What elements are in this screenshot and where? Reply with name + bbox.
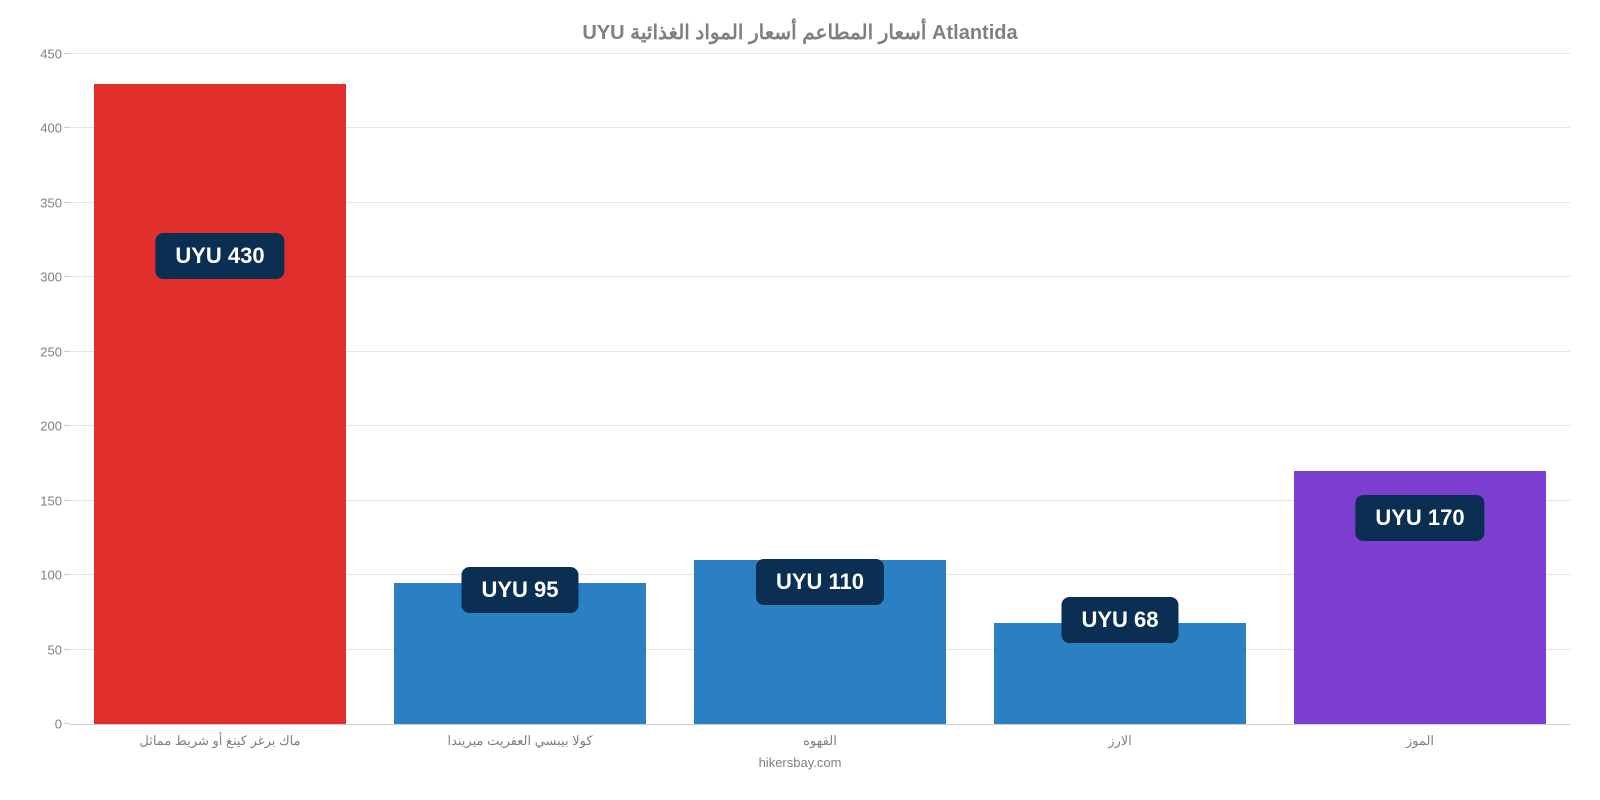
y-tick-label: 0 xyxy=(22,717,62,732)
x-tick-label: الارز xyxy=(970,733,1270,749)
y-tick-label: 250 xyxy=(22,344,62,359)
y-tick-label: 300 xyxy=(22,270,62,285)
bar-value-badge: UYU 430 xyxy=(155,233,284,279)
bar-slot: UYU 95 xyxy=(370,55,670,724)
x-tick-label: كولا بيبسي العفريت ميريندا xyxy=(370,733,670,749)
attribution: hikersbay.com xyxy=(20,755,1580,770)
bar-slot: UYU 170 xyxy=(1270,55,1570,724)
y-tick-label: 400 xyxy=(22,121,62,136)
y-tick-mark xyxy=(64,53,70,54)
bar-value-badge: UYU 110 xyxy=(756,559,884,605)
plot-area: 050100150200250300350400450 UYU 430UYU 9… xyxy=(70,55,1570,725)
x-tick-label: الموز xyxy=(1270,733,1570,749)
y-tick-label: 450 xyxy=(22,47,62,62)
x-tick-label: القهوه xyxy=(670,733,970,749)
y-tick-label: 200 xyxy=(22,419,62,434)
bar-slot: UYU 110 xyxy=(670,55,970,724)
y-tick-label: 50 xyxy=(22,642,62,657)
y-tick-label: 100 xyxy=(22,568,62,583)
bar-slot: UYU 430 xyxy=(70,55,370,724)
bar-slot: UYU 68 xyxy=(970,55,1270,724)
y-tick-label: 350 xyxy=(22,195,62,210)
y-axis: 050100150200250300350400450 xyxy=(20,55,70,724)
chart-title: UYU أسعار المطاعم أسعار المواد الغذائية … xyxy=(20,20,1580,45)
x-tick-label: ماك برغر كينغ أو شريط مماثل xyxy=(70,733,370,749)
price-bar-chart: UYU أسعار المطاعم أسعار المواد الغذائية … xyxy=(20,20,1580,780)
y-tick-label: 150 xyxy=(22,493,62,508)
x-axis-labels: ماك برغر كينغ أو شريط مماثلكولا بيبسي ال… xyxy=(70,733,1570,749)
bar-value-badge: UYU 95 xyxy=(461,567,578,613)
bar xyxy=(94,84,346,724)
bars-row: UYU 430 UYU 95 UYU 110 UYU 68 UYU 170 xyxy=(70,55,1570,724)
bar-value-badge: UYU 170 xyxy=(1355,495,1484,541)
bar-value-badge: UYU 68 xyxy=(1061,597,1178,643)
gridline xyxy=(70,53,1570,54)
